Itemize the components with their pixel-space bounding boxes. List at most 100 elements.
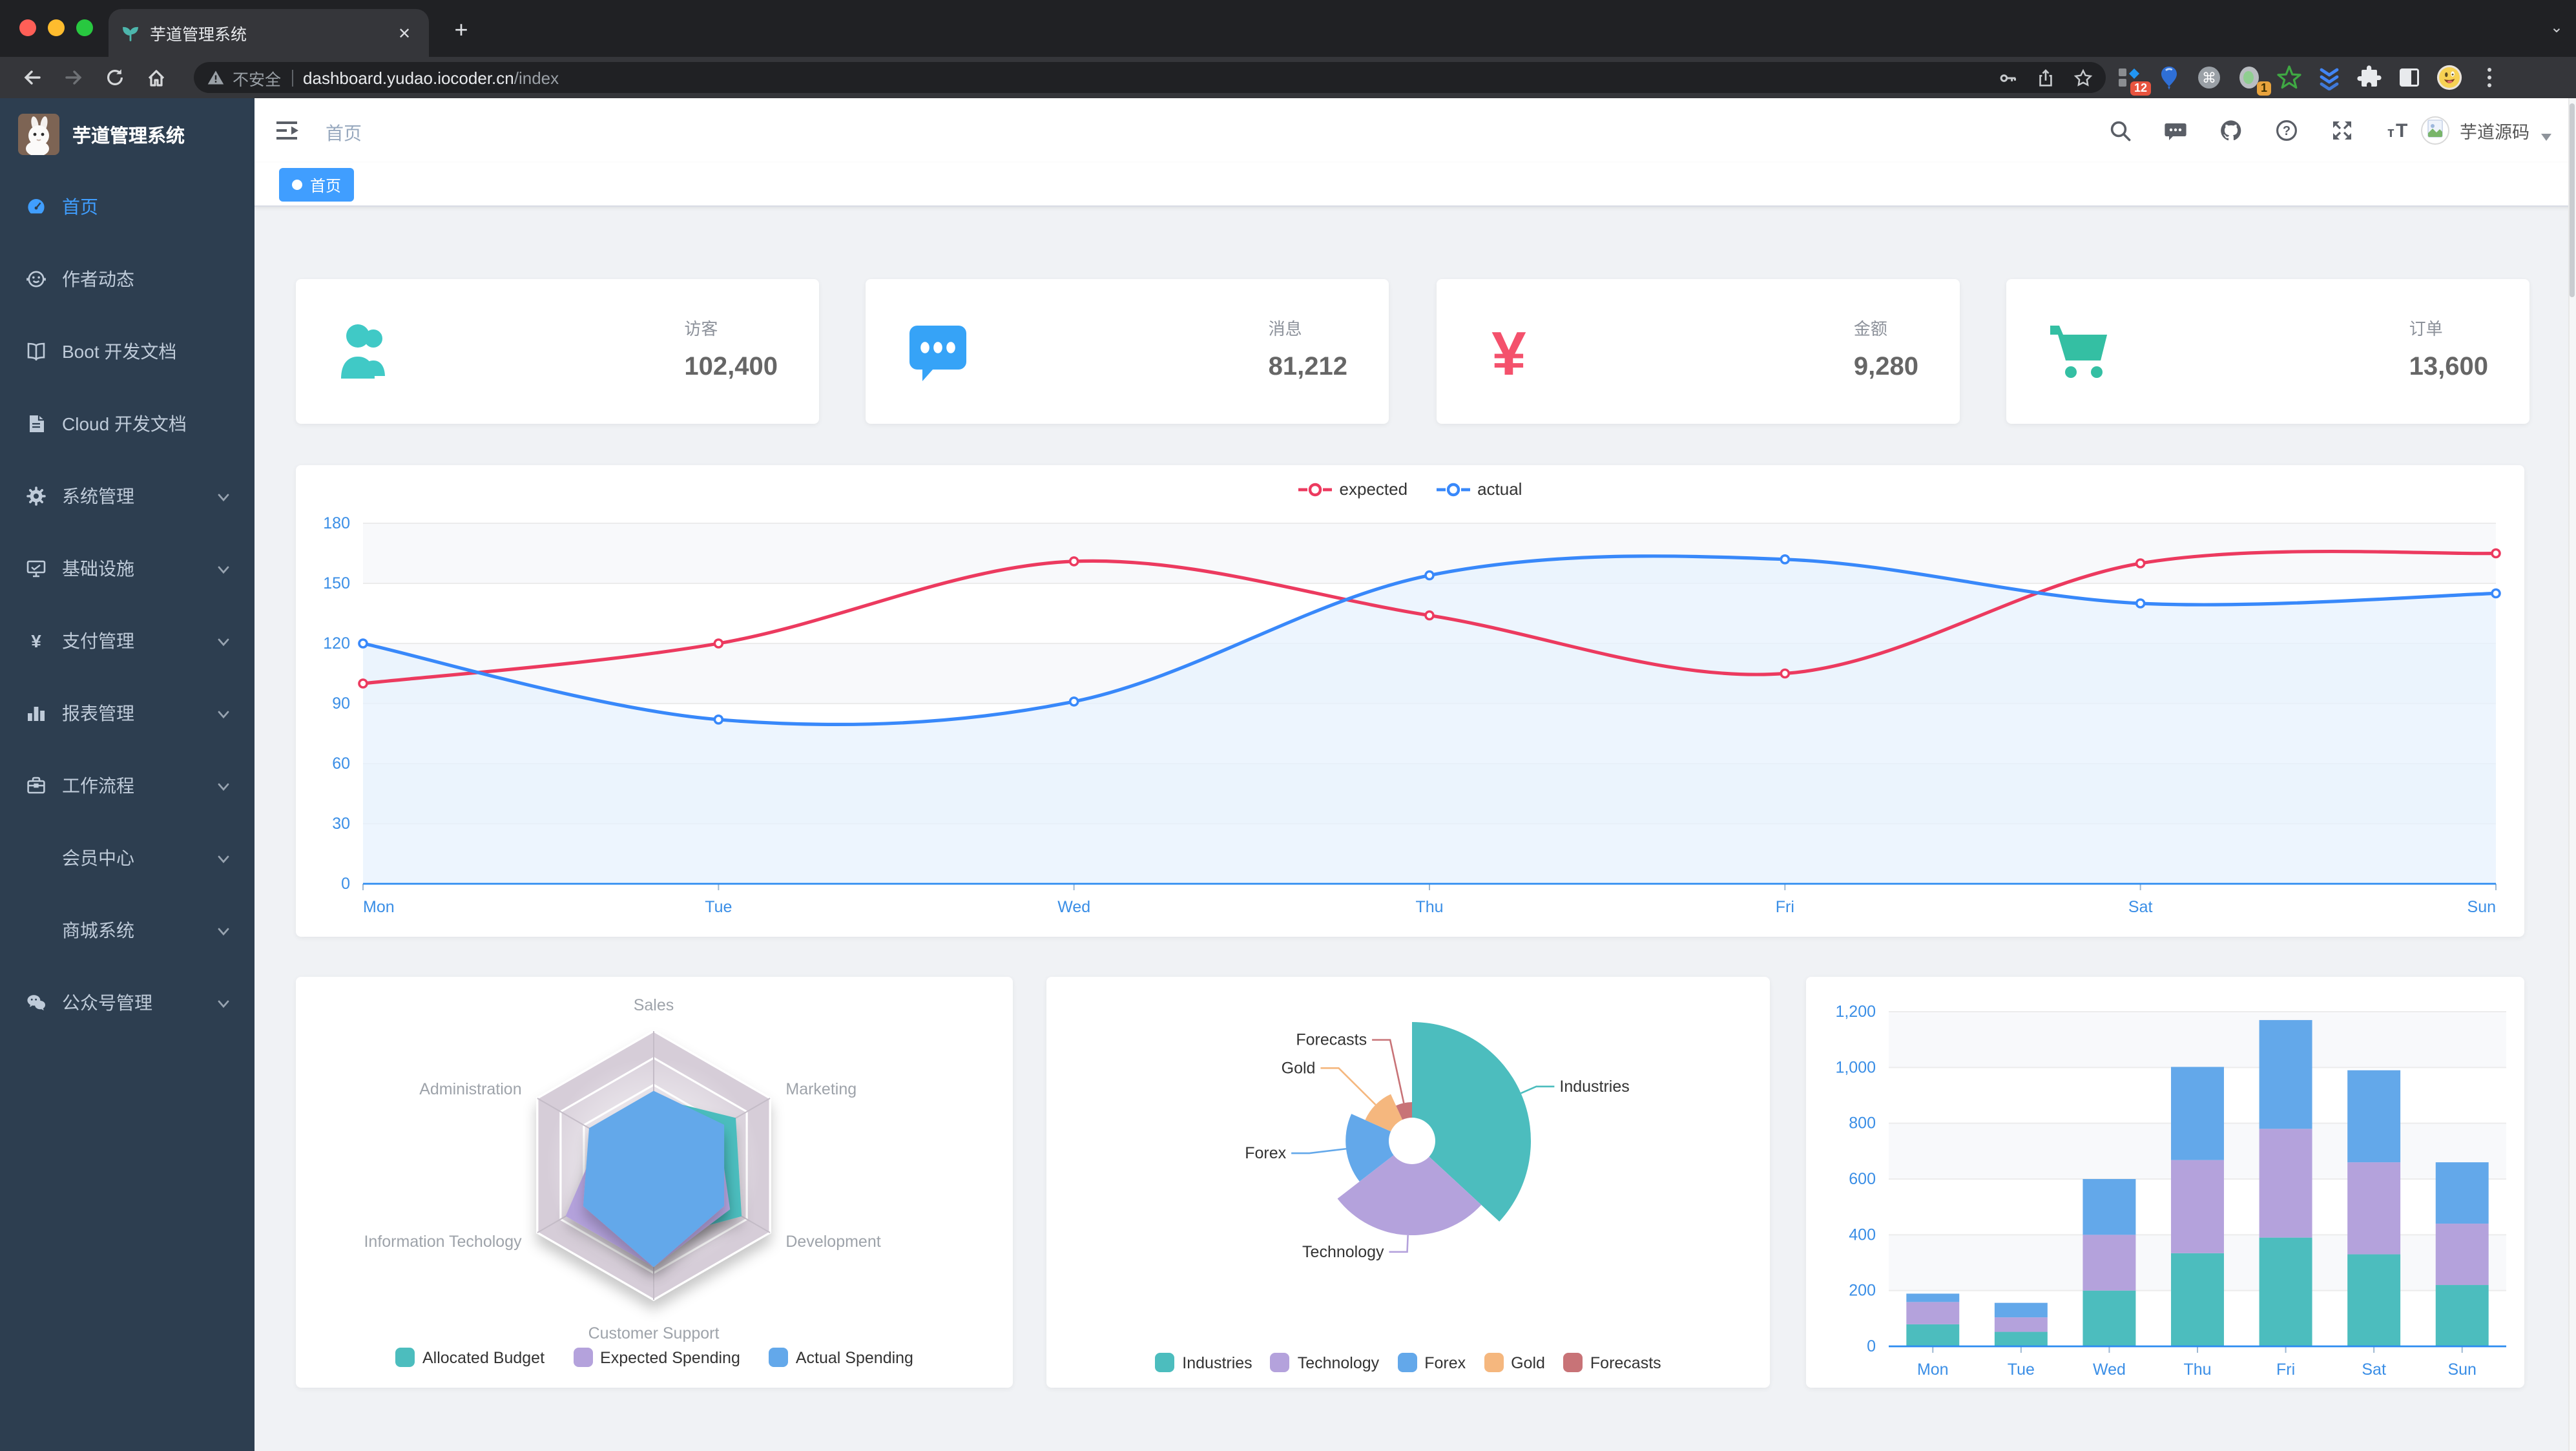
people-icon <box>26 269 47 289</box>
top-navbar: 首页 ? т T 芋道源码 <box>254 98 2576 163</box>
legend-label: expected <box>1339 479 1408 499</box>
legend-marker-icon <box>1298 482 1332 496</box>
key-icon[interactable] <box>1999 68 2018 87</box>
sidebar-item-1[interactable]: 作者动态 <box>0 243 254 315</box>
window-minimize-button[interactable] <box>48 19 65 36</box>
svg-text:200: 200 <box>1849 1282 1876 1300</box>
message-icon[interactable] <box>2152 119 2199 142</box>
legend-item-expected-spending[interactable]: Expected Spending <box>573 1348 740 1367</box>
stat-title: 消息 <box>1268 319 1302 339</box>
svg-text:⌘: ⌘ <box>2202 70 2216 87</box>
svg-text:Gold: Gold <box>1282 1059 1316 1077</box>
green-star-extension-icon[interactable] <box>2276 65 2302 90</box>
window-maximize-button[interactable] <box>76 19 93 36</box>
stat-card-0[interactable]: 访客 102,400 <box>296 279 819 424</box>
legend-item-forecasts[interactable]: Forecasts <box>1563 1353 1661 1372</box>
sidebar-item-4[interactable]: 系统管理 <box>0 460 254 532</box>
legend-item-allocated-budget[interactable]: Allocated Budget <box>395 1348 545 1367</box>
sidebar-item-3[interactable]: Cloud 开发文档 <box>0 388 254 460</box>
sidebar-item-11[interactable]: 公众号管理 <box>0 966 254 1039</box>
browser-tab[interactable]: 芋道管理系统 ✕ <box>109 9 429 57</box>
legend-swatch <box>1270 1353 1290 1372</box>
forward-button[interactable] <box>59 63 88 92</box>
question-icon[interactable]: ? <box>2263 119 2310 142</box>
svg-text:1,200: 1,200 <box>1835 1003 1876 1021</box>
sidebar-item-5[interactable]: 基础设施 <box>0 532 254 605</box>
page-scrollbar[interactable] <box>2568 98 2576 1451</box>
legend-item-gold[interactable]: Gold <box>1484 1353 1545 1372</box>
svg-text:600: 600 <box>1849 1170 1876 1188</box>
stat-card-2[interactable]: ¥ 金额 9,280 <box>1437 279 1960 424</box>
radar-chart: Sales Administration Information Techology… <box>364 996 880 1342</box>
legend-label: Allocated Budget <box>422 1348 545 1366</box>
sidebar-item-2[interactable]: Boot 开发文档 <box>0 315 254 388</box>
legend-item-actual[interactable]: actual <box>1436 479 1522 499</box>
legend-label: Forecasts <box>1590 1353 1661 1372</box>
stat-card-3[interactable]: 订单 13,600 <box>2006 279 2529 424</box>
stat-text: 访客 102,400 <box>684 315 778 382</box>
fullscreen-icon[interactable] <box>2319 119 2365 142</box>
legend-marker-icon <box>1436 482 1470 496</box>
sidebar-item-10[interactable]: 商城系统 <box>0 894 254 966</box>
search-icon[interactable] <box>2097 119 2143 142</box>
share-icon[interactable] <box>2036 68 2055 87</box>
sidebar-item-label: 公众号管理 <box>62 992 152 1013</box>
home-icon <box>146 67 167 88</box>
bookmark-star-icon[interactable] <box>2073 68 2093 87</box>
breadcrumb[interactable]: 首页 <box>326 123 362 143</box>
not-secure-warning-icon <box>207 68 225 87</box>
sidebar-item-7[interactable]: 报表管理 <box>0 677 254 749</box>
sidebar-logo[interactable]: 芋道管理系统 <box>0 98 254 171</box>
sidebar-item-9[interactable]: 会员中心 <box>0 822 254 894</box>
monitor-icon <box>26 558 47 579</box>
app-title: 芋道管理系统 <box>72 126 185 147</box>
extension-badge: 1 <box>2256 81 2271 96</box>
tab-search-chevron-icon[interactable]: ⌄ <box>2550 18 2563 36</box>
reload-button[interactable] <box>101 63 129 92</box>
sidebar-item-6[interactable]: ¥ 支付管理 <box>0 605 254 677</box>
chevrons-extension-icon[interactable] <box>2316 65 2342 90</box>
svg-text:Development: Development <box>785 1233 880 1251</box>
security-label[interactable]: 不安全 <box>233 70 282 89</box>
legend-item-actual-spending[interactable]: Actual Spending <box>768 1348 913 1367</box>
back-button[interactable] <box>18 63 47 92</box>
tags-view-bar: 首页 <box>254 163 2576 207</box>
user-menu[interactable]: 芋道源码 <box>2421 98 2553 163</box>
svg-text:Customer Support: Customer Support <box>588 1324 720 1342</box>
svg-text:0: 0 <box>1867 1337 1876 1355</box>
browser-menu-button[interactable] <box>2477 65 2502 90</box>
browser-profile-avatar[interactable] <box>2436 65 2462 90</box>
tab-counter-extension-icon[interactable]: 1 <box>2236 65 2271 96</box>
svg-text:Mon: Mon <box>363 898 395 916</box>
sidebar-item-0[interactable]: 首页 <box>0 171 254 243</box>
home-button[interactable] <box>142 63 171 92</box>
legend-item-industries[interactable]: Industries <box>1155 1353 1252 1372</box>
address-bar[interactable]: 不安全 dashboard.yudao.iocoder.cn /index <box>194 62 2106 93</box>
stat-text: 金额 9,280 <box>1854 315 1918 382</box>
legend-item-expected[interactable]: expected <box>1298 479 1408 499</box>
legend-swatch <box>1397 1353 1417 1372</box>
tab-close-button[interactable]: ✕ <box>397 24 411 42</box>
svg-text:800: 800 <box>1849 1114 1876 1133</box>
tag-首页[interactable]: 首页 <box>279 168 355 202</box>
balloon-extension-icon[interactable] <box>2156 65 2182 90</box>
radar-chart-panel: Sales Administration Information Techology… <box>296 977 1013 1388</box>
legend-item-forex[interactable]: Forex <box>1397 1353 1466 1372</box>
svg-text:Tue: Tue <box>2008 1361 2035 1379</box>
github-icon[interactable] <box>2208 119 2254 142</box>
collapse-sidebar-icon[interactable] <box>274 118 300 143</box>
legend-item-technology[interactable]: Technology <box>1270 1353 1379 1372</box>
extensions-button[interactable] <box>2356 65 2382 90</box>
stat-card-1[interactable]: 消息 81,212 <box>866 279 1389 424</box>
command-extension-icon[interactable]: ⌘ <box>2196 65 2222 90</box>
workspace-extension-icon[interactable]: 12 <box>2116 65 2151 96</box>
browser-tab-strip: 芋道管理系统 ✕ + ⌄ <box>0 0 2576 57</box>
scrollbar-thumb[interactable] <box>2570 103 2575 297</box>
window-close-button[interactable] <box>19 19 36 36</box>
stat-value: 13,600 <box>2409 353 2488 381</box>
new-tab-button[interactable]: + <box>454 16 468 42</box>
side-panel-button[interactable] <box>2396 65 2422 90</box>
svg-text:Wed: Wed <box>1057 898 1090 916</box>
sidebar-item-8[interactable]: 工作流程 <box>0 749 254 822</box>
